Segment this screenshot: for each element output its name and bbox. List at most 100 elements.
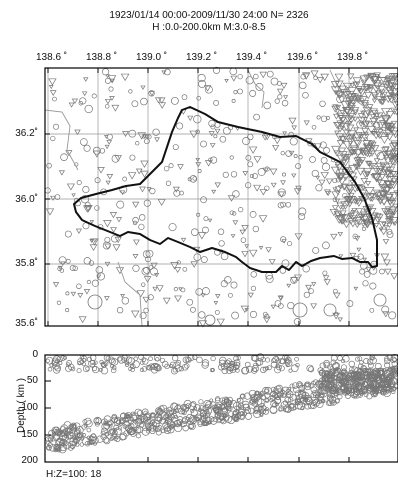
epicenter-triangle (333, 113, 340, 120)
epicenter-triangle (342, 107, 352, 115)
epicenter-circle (181, 94, 188, 101)
epicenter-triangle (360, 100, 369, 107)
epicenter-triangle (386, 222, 393, 229)
epicenter-triangle (240, 305, 250, 313)
hypocenter-circle (107, 356, 115, 364)
hypocenter-circle (305, 397, 314, 406)
hypocenter-circle (202, 404, 210, 412)
hypocenter-circle (355, 383, 363, 391)
hypocenter-circle (358, 360, 364, 365)
epicenter-circle (108, 86, 114, 92)
epicenter-triangle (337, 115, 348, 124)
epicenter-triangle (354, 223, 360, 229)
hypocenter-circle (299, 388, 305, 394)
epicenter-triangle (378, 184, 389, 193)
epicenter-triangle (89, 239, 94, 243)
epicenter-triangle (353, 127, 359, 133)
epicenter-triangle (262, 167, 269, 174)
epicenter-triangle (293, 274, 302, 282)
epicenter-circle (220, 252, 229, 261)
epicenter-triangle (259, 189, 268, 196)
hypocenter-circle (209, 401, 217, 409)
epicenter-triangle (341, 153, 350, 161)
hypocenter-circle (101, 422, 110, 431)
epicenter-triangle (373, 82, 383, 91)
hypocenter-circle (308, 366, 315, 373)
epicenter-triangle (386, 80, 396, 89)
depth-ticks (45, 354, 350, 463)
epicenter-triangle (142, 296, 150, 304)
hypocenter-circle (56, 356, 63, 363)
epicenter-triangle (104, 296, 110, 302)
epicenter-triangle (388, 206, 398, 215)
epicenter-triangle (78, 316, 87, 324)
epicenter-triangle (354, 94, 362, 102)
epicenter-triangle (336, 140, 345, 147)
epicenter-triangle (385, 176, 395, 184)
hypocenter-circle (141, 357, 147, 362)
epicenter-circle (323, 147, 330, 154)
epicenter-triangle (286, 283, 292, 289)
epicenter-triangle (148, 91, 155, 97)
hypocenter-circle (286, 387, 292, 392)
epicenter-circle (145, 249, 154, 258)
hypocenter-circle (109, 428, 116, 435)
hypocenter-circle (126, 427, 135, 436)
hypocenter-circle (365, 379, 369, 384)
hypocenter-circle (208, 416, 215, 423)
hypocenter-circle (297, 382, 302, 387)
epicenter-triangle (358, 148, 366, 156)
epicenter-triangle (104, 243, 112, 250)
hypocenter-circle (110, 415, 118, 423)
epicenter-circle (149, 187, 156, 195)
hypocenter-circle (378, 370, 384, 376)
epicenter-circle (201, 287, 210, 296)
epicenter-circle (219, 135, 227, 143)
epicenter-circle (249, 89, 257, 97)
epicenter-triangle (367, 84, 374, 90)
epicenter-triangle (345, 184, 354, 193)
epicenter-triangle (349, 146, 360, 156)
epicenter-circle (198, 79, 207, 88)
epicenter-triangle (385, 218, 392, 224)
hypocenter-circle (104, 421, 109, 426)
epicenter-triangle (373, 129, 384, 138)
epicenter-triangle (376, 77, 387, 86)
epicenter-triangle (389, 157, 398, 167)
hypocenter-circle (333, 368, 338, 373)
epicenter-circle (208, 157, 213, 163)
epicenter-triangle (330, 166, 340, 175)
epicenter-circle (279, 267, 287, 274)
epicenter-circle (50, 135, 56, 142)
epicenter-triangle (259, 71, 268, 79)
hypocenter-circle (348, 366, 355, 373)
epicenter-circle (132, 220, 138, 226)
hypocenter-circle (108, 429, 115, 436)
epicenter-triangle (265, 247, 272, 253)
epicenter-circle (210, 156, 218, 164)
epicenter-triangle (253, 184, 262, 192)
epicenter-triangle (373, 223, 380, 228)
epicenter-triangle (111, 104, 120, 112)
hypocenter-circle (164, 416, 170, 421)
epicenter-triangle (353, 140, 363, 148)
epicenter-triangle (92, 150, 101, 158)
epicenter-triangle (367, 73, 377, 82)
hypocenter-circle (393, 382, 398, 389)
epicenter-circle (315, 184, 323, 192)
epicenter-circle (46, 162, 52, 169)
epicenter-triangle (139, 186, 146, 193)
epicenter-triangle (388, 158, 395, 163)
hypocenter-circle (357, 356, 363, 362)
epicenter-circle (94, 177, 101, 184)
epicenter-triangle (190, 261, 198, 268)
epicenter-circle (311, 124, 317, 130)
epicenter-triangle (376, 121, 386, 130)
lon-tick-label: 139.2 ˚ (186, 52, 218, 63)
hypocenter-circle (63, 355, 67, 360)
epicenter-triangle (172, 186, 180, 193)
epicenter-triangle (364, 171, 371, 178)
hypocenter-circle (215, 396, 221, 402)
hypocenter-circle (108, 423, 113, 428)
epicenter-triangle (385, 111, 395, 119)
